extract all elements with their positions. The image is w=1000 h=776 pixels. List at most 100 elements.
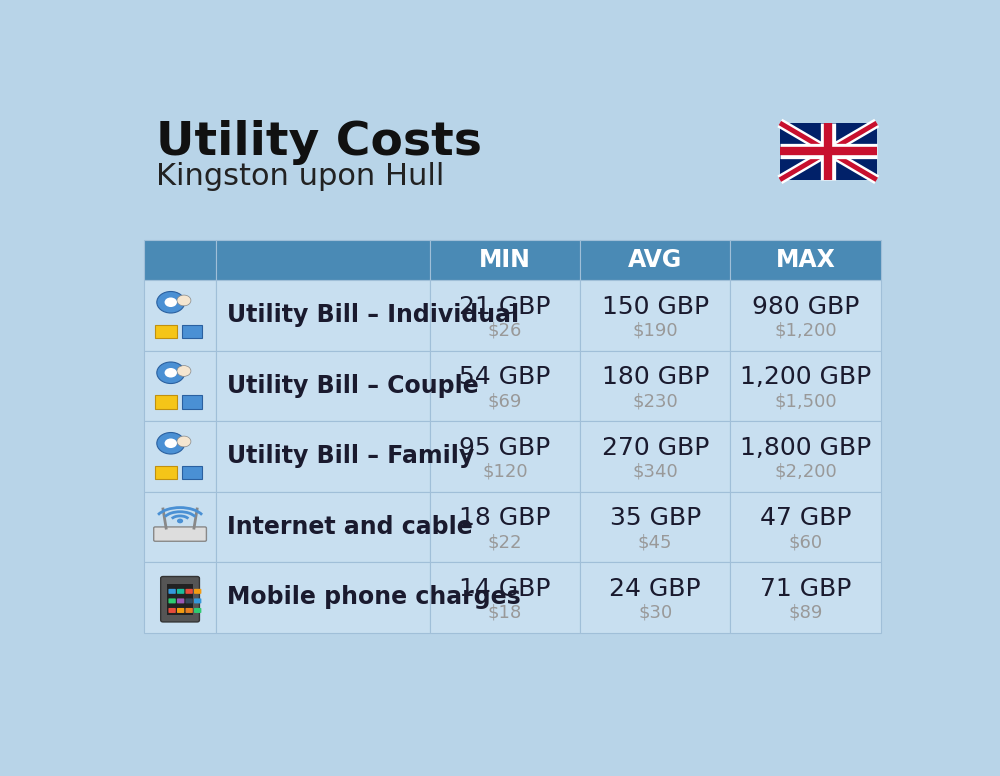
FancyBboxPatch shape — [161, 577, 199, 622]
FancyBboxPatch shape — [216, 280, 430, 351]
FancyBboxPatch shape — [168, 608, 176, 613]
Text: 150 GBP: 150 GBP — [602, 295, 709, 319]
Text: $45: $45 — [638, 533, 672, 552]
FancyBboxPatch shape — [580, 421, 730, 492]
Text: $18: $18 — [488, 604, 522, 622]
FancyBboxPatch shape — [730, 492, 881, 562]
FancyBboxPatch shape — [580, 562, 730, 632]
Text: $120: $120 — [482, 463, 528, 481]
FancyBboxPatch shape — [154, 527, 206, 542]
FancyBboxPatch shape — [430, 351, 580, 421]
Text: $26: $26 — [488, 322, 522, 340]
Text: $230: $230 — [632, 393, 678, 411]
FancyBboxPatch shape — [177, 598, 184, 604]
Text: $89: $89 — [788, 604, 823, 622]
FancyBboxPatch shape — [730, 351, 881, 421]
Text: 47 GBP: 47 GBP — [760, 507, 851, 531]
Circle shape — [165, 438, 177, 448]
FancyBboxPatch shape — [580, 492, 730, 562]
FancyBboxPatch shape — [730, 240, 881, 280]
FancyBboxPatch shape — [430, 492, 580, 562]
Circle shape — [177, 518, 183, 523]
FancyBboxPatch shape — [580, 351, 730, 421]
FancyBboxPatch shape — [144, 240, 216, 280]
Text: MAX: MAX — [776, 248, 835, 272]
Circle shape — [165, 368, 177, 378]
Text: 1,800 GBP: 1,800 GBP — [740, 436, 871, 460]
Circle shape — [165, 297, 177, 307]
FancyBboxPatch shape — [144, 280, 216, 351]
Text: $1,200: $1,200 — [774, 322, 837, 340]
Text: Internet and cable: Internet and cable — [227, 515, 473, 539]
FancyBboxPatch shape — [430, 562, 580, 632]
FancyBboxPatch shape — [167, 584, 193, 615]
Text: 54 GBP: 54 GBP — [459, 365, 551, 390]
Circle shape — [177, 436, 191, 447]
Circle shape — [157, 362, 185, 383]
FancyBboxPatch shape — [216, 562, 430, 632]
Text: 1,200 GBP: 1,200 GBP — [740, 365, 871, 390]
Text: Utility Bill – Family: Utility Bill – Family — [227, 445, 475, 469]
FancyBboxPatch shape — [580, 240, 730, 280]
Text: 270 GBP: 270 GBP — [602, 436, 709, 460]
FancyBboxPatch shape — [216, 351, 430, 421]
FancyBboxPatch shape — [194, 608, 201, 613]
Text: MIN: MIN — [479, 248, 531, 272]
FancyBboxPatch shape — [216, 421, 430, 492]
Text: $30: $30 — [638, 604, 672, 622]
FancyBboxPatch shape — [430, 421, 580, 492]
FancyBboxPatch shape — [780, 123, 877, 180]
FancyBboxPatch shape — [182, 396, 202, 409]
FancyBboxPatch shape — [216, 240, 430, 280]
FancyBboxPatch shape — [144, 351, 216, 421]
Text: $2,200: $2,200 — [774, 463, 837, 481]
FancyBboxPatch shape — [155, 396, 177, 409]
FancyBboxPatch shape — [730, 421, 881, 492]
Circle shape — [177, 295, 191, 306]
Text: AVG: AVG — [628, 248, 682, 272]
FancyBboxPatch shape — [580, 280, 730, 351]
FancyBboxPatch shape — [155, 325, 177, 338]
FancyBboxPatch shape — [144, 421, 216, 492]
Circle shape — [157, 432, 185, 454]
FancyBboxPatch shape — [182, 466, 202, 479]
Text: Utility Bill – Couple: Utility Bill – Couple — [227, 374, 479, 398]
FancyBboxPatch shape — [216, 492, 430, 562]
Text: $340: $340 — [632, 463, 678, 481]
FancyBboxPatch shape — [430, 240, 580, 280]
FancyBboxPatch shape — [144, 562, 216, 632]
FancyBboxPatch shape — [430, 280, 580, 351]
Text: 180 GBP: 180 GBP — [602, 365, 709, 390]
Circle shape — [157, 292, 185, 313]
FancyBboxPatch shape — [182, 325, 202, 338]
Text: 35 GBP: 35 GBP — [610, 507, 701, 531]
Text: $22: $22 — [488, 533, 522, 552]
FancyBboxPatch shape — [177, 608, 184, 613]
Text: Kingston upon Hull: Kingston upon Hull — [156, 162, 444, 191]
Text: 71 GBP: 71 GBP — [760, 577, 851, 601]
FancyBboxPatch shape — [185, 598, 193, 604]
Circle shape — [177, 365, 191, 376]
Text: 14 GBP: 14 GBP — [459, 577, 551, 601]
Text: 24 GBP: 24 GBP — [609, 577, 701, 601]
Text: $69: $69 — [488, 393, 522, 411]
FancyBboxPatch shape — [144, 492, 216, 562]
FancyBboxPatch shape — [730, 562, 881, 632]
Text: $60: $60 — [788, 533, 823, 552]
FancyBboxPatch shape — [168, 598, 176, 604]
FancyBboxPatch shape — [168, 589, 176, 594]
FancyBboxPatch shape — [185, 608, 193, 613]
Text: $1,500: $1,500 — [774, 393, 837, 411]
Text: 980 GBP: 980 GBP — [752, 295, 859, 319]
Text: Mobile phone charges: Mobile phone charges — [227, 585, 521, 609]
Text: 21 GBP: 21 GBP — [459, 295, 551, 319]
FancyBboxPatch shape — [177, 589, 184, 594]
Text: Utility Bill – Individual: Utility Bill – Individual — [227, 303, 519, 327]
Text: $190: $190 — [632, 322, 678, 340]
FancyBboxPatch shape — [194, 598, 201, 604]
Text: 95 GBP: 95 GBP — [459, 436, 551, 460]
FancyBboxPatch shape — [185, 589, 193, 594]
FancyBboxPatch shape — [194, 589, 201, 594]
Text: 18 GBP: 18 GBP — [459, 507, 551, 531]
Text: Utility Costs: Utility Costs — [156, 120, 482, 165]
